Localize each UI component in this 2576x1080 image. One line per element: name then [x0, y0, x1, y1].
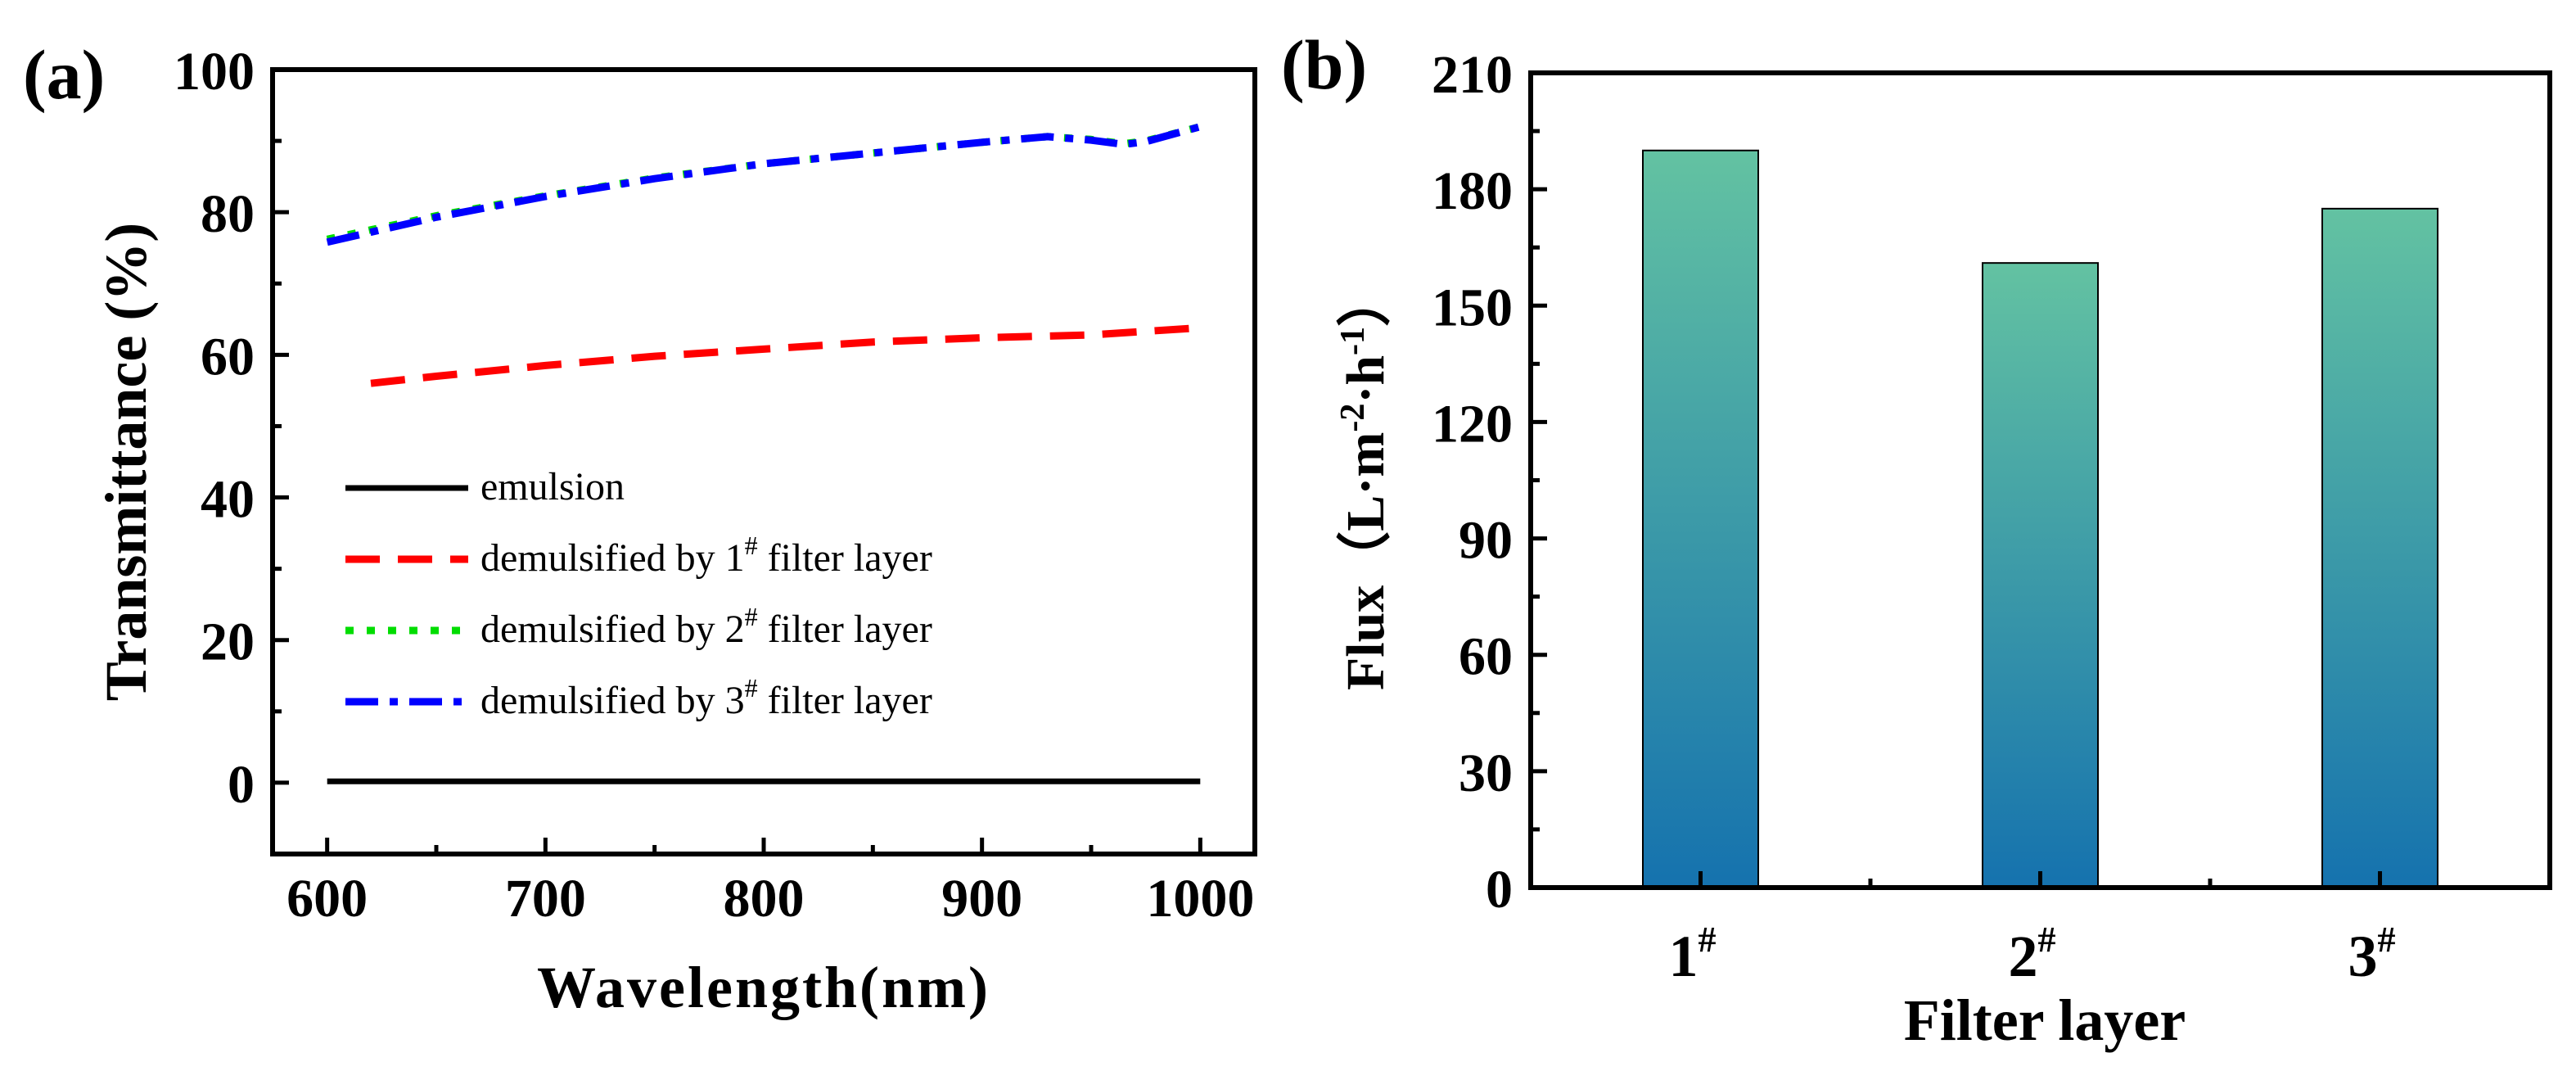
x-tick-label: 1#	[1669, 920, 1717, 989]
y-tick-label: 80	[201, 184, 255, 244]
panel-b-y-ticks: 0 30 60 90 120 150 180 210	[1432, 45, 1547, 920]
panel-a-series	[326, 123, 1202, 784]
panel-a-x-ticks: 600 700 800 900 1000	[286, 838, 1254, 929]
legend-label-emulsion: emulsion	[480, 465, 625, 508]
panel-a-y-ticks: 0 20 40 60 80 100	[174, 42, 289, 856]
y-tick-label: 0	[228, 755, 255, 815]
panel-b: (b) 0 30 60 90 120 150 180 210 1# 2# 3# Filter la…	[1281, 25, 2552, 1053]
legend-item-2: demulsified by 2# filter layer	[345, 602, 932, 651]
y-tick-label: 0	[1486, 860, 1513, 920]
panel-a-x-axis-label: Wavelength(nm)	[537, 955, 990, 1020]
y-tick-label: 210	[1432, 45, 1513, 105]
x-tick-label: 900	[941, 869, 1022, 929]
series-line-1	[370, 323, 1201, 387]
y-tick-label: 120	[1432, 394, 1513, 454]
y-tick-label: 90	[1459, 511, 1513, 571]
panel-a-label: (a)	[23, 35, 105, 114]
x-tick-label: 700	[505, 869, 586, 929]
y-tick-label: 60	[201, 327, 255, 386]
x-tick-label: 800	[724, 869, 805, 929]
panel-b-bars	[1642, 149, 2438, 889]
y-tick-label: 20	[201, 612, 255, 672]
panel-b-x-ticks: 1# 2# 3#	[1669, 871, 2396, 989]
legend-item-3: demulsified by 3# filter layer	[345, 673, 932, 722]
y-tick-label: 100	[174, 42, 255, 102]
legend-label-1: demulsified by 1# filter layer	[480, 531, 932, 580]
bar-2	[1982, 262, 2099, 888]
series-line-3	[326, 123, 1202, 246]
bar-1	[1642, 149, 1759, 888]
panel-a-frame	[270, 67, 1257, 856]
y-tick-label: 180	[1432, 161, 1513, 221]
x-tick-label: 1000	[1146, 869, 1254, 929]
x-tick-label: 600	[286, 869, 368, 929]
legend-label-3: demulsified by 3# filter layer	[480, 673, 932, 722]
panel-a-y-axis-label: Transmittance (%)	[93, 223, 159, 702]
bar-3	[2321, 207, 2438, 889]
legend-label-2: demulsified by 2# filter layer	[480, 602, 932, 651]
panel-b-y-axis-label: Flux（L·m-2·h-1）	[1334, 273, 1396, 690]
panel-b-label: (b)	[1281, 25, 1367, 104]
legend-item-1: demulsified by 1# filter layer	[345, 531, 932, 580]
panel-a-legend: emulsion demulsified by 1# filter layer …	[345, 465, 932, 722]
legend-item-emulsion: emulsion	[345, 465, 625, 508]
y-tick-label: 150	[1432, 278, 1513, 337]
series-line-2	[326, 123, 1202, 243]
y-tick-label: 30	[1459, 743, 1513, 803]
panel-b-x-axis-label: Filter layer	[1904, 987, 2186, 1053]
panel-a: (a) 0 20 40 60 80 100 600 700 800 900 1000 emulsi…	[23, 35, 1257, 1020]
y-tick-label: 60	[1459, 627, 1513, 687]
x-tick-label: 2#	[2009, 920, 2056, 989]
y-tick-label: 40	[201, 470, 255, 530]
x-tick-label: 3#	[2348, 920, 2396, 989]
